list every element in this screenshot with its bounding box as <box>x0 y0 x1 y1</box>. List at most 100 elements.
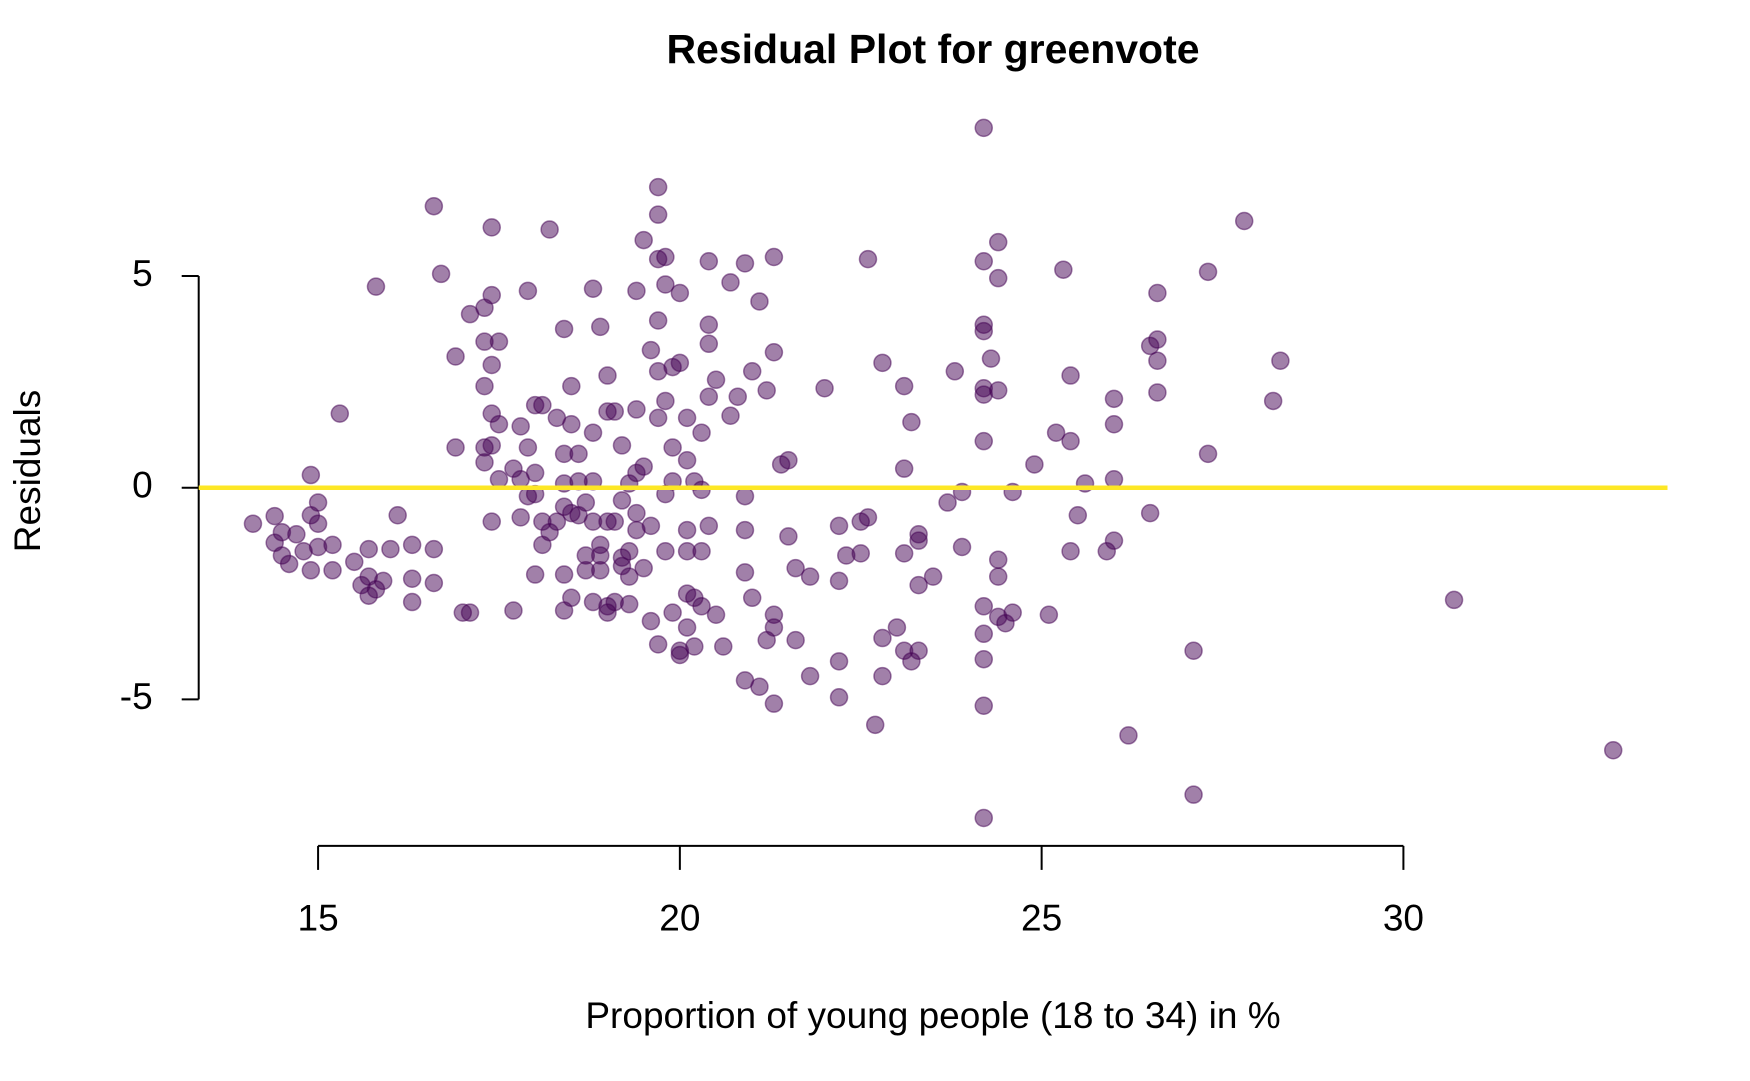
point <box>605 512 624 531</box>
point <box>974 696 993 716</box>
point <box>330 404 350 423</box>
point <box>858 249 878 269</box>
point <box>909 575 928 595</box>
point <box>446 438 465 457</box>
point <box>829 516 849 536</box>
point <box>764 694 784 713</box>
point <box>641 340 661 360</box>
point <box>677 408 697 428</box>
point <box>742 588 762 608</box>
point <box>627 503 646 523</box>
point <box>489 332 509 351</box>
point <box>757 381 776 400</box>
point <box>699 334 719 354</box>
point <box>1234 211 1254 231</box>
point <box>612 491 632 510</box>
point <box>511 508 530 527</box>
point <box>656 275 675 294</box>
point <box>562 414 581 434</box>
point <box>909 531 928 550</box>
point <box>952 537 972 557</box>
point <box>482 436 501 455</box>
point <box>287 525 306 544</box>
point <box>699 251 719 271</box>
point <box>945 362 965 381</box>
point <box>634 558 653 578</box>
point <box>1140 503 1160 523</box>
point <box>981 349 1001 368</box>
point <box>634 457 653 476</box>
point <box>627 281 646 301</box>
point <box>656 391 675 411</box>
point <box>641 516 661 536</box>
chart-title: Residual Plot for greenvote <box>666 26 1199 72</box>
point <box>402 569 422 589</box>
point <box>598 366 617 385</box>
point <box>1061 541 1080 561</box>
point <box>656 247 675 267</box>
point <box>1003 603 1022 622</box>
point <box>887 618 907 637</box>
point <box>1148 383 1167 402</box>
point <box>909 641 928 660</box>
x-tick-label: 15 <box>298 898 339 939</box>
point <box>706 370 726 390</box>
point <box>735 254 755 273</box>
point <box>692 597 711 616</box>
point <box>714 637 733 656</box>
point <box>1263 391 1283 411</box>
point <box>1198 444 1218 464</box>
point <box>1061 366 1080 385</box>
point <box>677 618 697 637</box>
y-tick-label: -5 <box>120 676 153 717</box>
point <box>619 594 639 614</box>
point <box>1104 470 1124 489</box>
point <box>699 387 719 406</box>
point <box>648 205 668 224</box>
point <box>489 470 509 489</box>
point <box>1039 605 1059 624</box>
point <box>873 666 892 686</box>
point <box>388 506 407 525</box>
point <box>279 554 299 574</box>
point <box>518 438 538 457</box>
x-tick-label: 20 <box>659 898 700 939</box>
point <box>685 637 704 656</box>
point <box>670 353 690 373</box>
point <box>786 630 805 650</box>
point <box>988 550 1008 569</box>
point <box>988 268 1008 288</box>
point <box>562 588 581 608</box>
point <box>381 539 400 559</box>
point <box>1444 590 1464 610</box>
point <box>988 381 1008 400</box>
x-tick-label: 30 <box>1383 898 1424 939</box>
point <box>583 423 603 442</box>
y-tick-label: 0 <box>132 465 153 506</box>
point <box>243 514 263 533</box>
point <box>373 571 393 591</box>
point <box>851 544 870 563</box>
point <box>974 649 993 669</box>
point <box>627 400 646 419</box>
point <box>424 573 444 593</box>
point <box>431 264 451 284</box>
point <box>482 285 501 305</box>
point <box>988 567 1008 586</box>
point <box>692 541 711 561</box>
point <box>974 321 993 341</box>
point <box>482 218 501 237</box>
point <box>1184 785 1203 804</box>
point <box>677 520 697 540</box>
point <box>1104 389 1124 409</box>
point <box>750 677 769 696</box>
point <box>974 597 993 616</box>
point <box>894 376 914 396</box>
point <box>424 196 444 216</box>
point <box>663 603 682 622</box>
point <box>1148 283 1167 303</box>
y-axis-label: Residuals <box>7 390 48 552</box>
point <box>1119 726 1138 745</box>
point <box>482 355 501 375</box>
point <box>677 450 697 470</box>
